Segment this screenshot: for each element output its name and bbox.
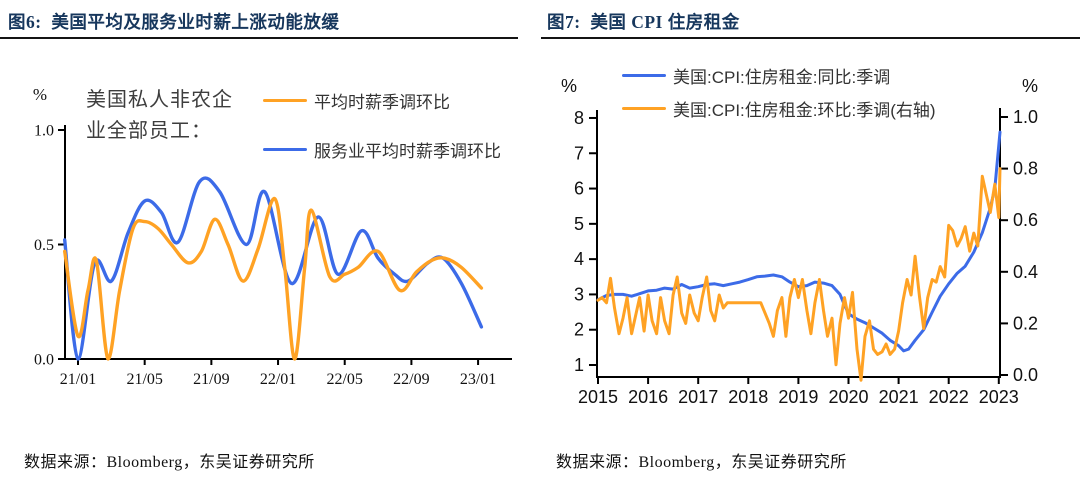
x-tick-label: 23/01: [460, 371, 496, 388]
right-y-tick-label: 0.8: [1013, 159, 1038, 179]
x-tick-label: 22/09: [393, 371, 429, 388]
left-title-rule: [0, 37, 518, 39]
annotation-line-2: 业全部员工：: [86, 120, 212, 142]
line-cpi-rent-mom: [596, 167, 1002, 382]
right-source-note: 数据来源：Bloomberg，东吴证券研究所: [556, 454, 847, 471]
legend-label: 平均时薪季调环比: [314, 93, 450, 112]
x-tick-label: 22/05: [326, 371, 362, 388]
left-chart-legend: 平均时薪季调环比 服务业平均时薪季调环比: [263, 88, 501, 162]
x-tick-label: 21/01: [60, 371, 96, 388]
orange-line-swatch: [263, 98, 307, 103]
x-tick-label: 21/05: [126, 371, 162, 388]
line-service-wage-mom: [63, 176, 484, 361]
left-y-tick-label: 8: [574, 108, 584, 128]
left-y-tick-label: 5: [574, 214, 584, 234]
right-title-rule: [541, 37, 1080, 39]
y-axis-unit: %: [33, 85, 47, 104]
legend-item-avg-wage: 平均时薪季调环比: [263, 88, 501, 113]
y-tick-label: 0.0: [34, 352, 54, 369]
legend-item-cpi-mom: 美国:CPI:住房租金:环比:季调(右轴): [622, 96, 936, 121]
right-y-tick-label: 1.0: [1013, 107, 1038, 127]
x-tick-label: 2020: [828, 387, 868, 407]
x-tick-label: 2019: [778, 387, 818, 407]
right-y-axis-unit: %: [1022, 76, 1038, 96]
right-y-tick-label: 0.4: [1013, 262, 1038, 282]
line-cpi-rent-yoy: [596, 130, 1002, 353]
blue-line-swatch: [622, 73, 666, 78]
x-tick-label: 2021: [879, 387, 919, 407]
x-tick-label: 2017: [678, 387, 718, 407]
orange-line-swatch: [622, 106, 666, 111]
x-tick-label: 2018: [728, 387, 768, 407]
left-y-tick-label: 6: [574, 179, 584, 199]
legend-label: 美国:CPI:住房租金:同比:季调: [673, 68, 891, 87]
x-tick-label: 22/01: [260, 371, 296, 388]
legend-item-service-wage: 服务业平均时薪季调环比: [263, 137, 501, 162]
legend-item-cpi-yoy: 美国:CPI:住房租金:同比:季调: [622, 63, 936, 88]
right-y-tick-label: 0.2: [1013, 313, 1038, 333]
x-tick-label: 21/09: [193, 371, 229, 388]
left-chart-title: 图6: 美国平均及服务业时薪上涨动能放缓: [8, 12, 340, 32]
left-y-axis-unit: %: [561, 76, 577, 96]
right-chart-legend: 美国:CPI:住房租金:同比:季调 美国:CPI:住房租金:环比:季调(右轴): [622, 63, 936, 121]
right-chart-axes: [596, 108, 1001, 378]
left-y-tick-label: 1: [574, 355, 584, 375]
y-tick-label: 1.0: [34, 123, 54, 140]
legend-label: 美国:CPI:住房租金:环比:季调(右轴): [673, 101, 936, 120]
left-y-tick-label: 4: [574, 249, 584, 269]
left-chart-annotation: 美国私人非农企 业全部员工：: [86, 85, 233, 147]
left-y-tick-label: 2: [574, 320, 584, 340]
line-average-wage-mom: [63, 196, 484, 361]
blue-line-swatch: [263, 147, 307, 152]
left-source-note: 数据来源：Bloomberg，东吴证券研究所: [24, 454, 315, 471]
legend-label: 服务业平均时薪季调环比: [314, 142, 501, 161]
x-tick-label: 2023: [979, 387, 1019, 407]
x-tick-label: 2022: [929, 387, 969, 407]
left-y-tick-label: 7: [574, 143, 584, 163]
y-tick-label: 0.5: [34, 237, 54, 254]
left-y-tick-label: 3: [574, 284, 584, 304]
right-chart-title: 图7: 美国 CPI 住房租金: [547, 12, 740, 32]
x-tick-label: 2015: [578, 387, 618, 407]
x-tick-label: 2016: [628, 387, 668, 407]
right-y-tick-label: 0.6: [1013, 210, 1038, 230]
annotation-line-1: 美国私人非农企: [86, 89, 233, 111]
right-y-tick-label: 0.0: [1013, 365, 1038, 385]
